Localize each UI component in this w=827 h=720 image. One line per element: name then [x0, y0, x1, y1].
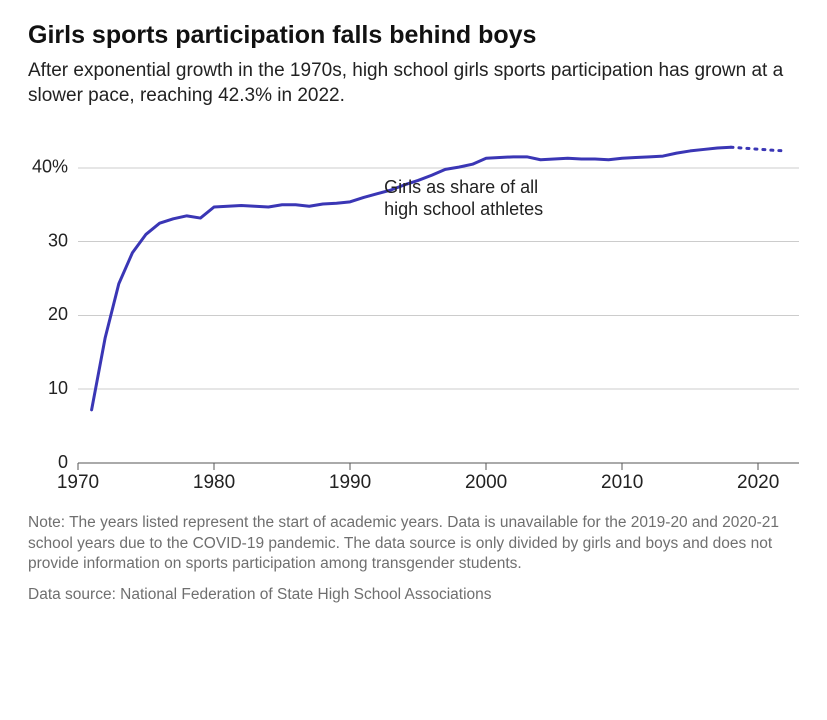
y-axis-label: 0 [58, 451, 68, 471]
chart-svg: 0 10 20 30 40% 1970 1980 1990 2000 2010 2020 Girls … [28, 123, 799, 503]
chart-note-text: Note: The years listed represent the sta… [28, 513, 799, 576]
y-axis-label: 40% [32, 156, 68, 176]
chart-source-text: Data source: National Federation of Stat… [28, 585, 799, 606]
y-axis-label: 10 [48, 378, 68, 398]
x-axis-label: 1980 [193, 471, 235, 492]
chart-subtitle: After exponential growth in the 1970s, h… [28, 59, 799, 108]
chart-title: Girls sports participation falls behind … [28, 20, 799, 51]
y-axis-label: 30 [48, 230, 68, 250]
chart-notes: Note: The years listed represent the sta… [28, 513, 799, 607]
chart-container: Girls sports participation falls behind … [0, 0, 827, 720]
x-axis-label: 1970 [57, 471, 99, 492]
x-axis-label: 1990 [329, 471, 371, 492]
chart-area: 0 10 20 30 40% 1970 1980 1990 2000 2010 2020 Girls … [28, 123, 799, 503]
x-axis-label: 2000 [465, 471, 507, 492]
x-axis-label: 2020 [737, 471, 779, 492]
y-axis-label: 20 [48, 304, 68, 324]
series-label-line2: high school athletes [384, 199, 543, 219]
series-label-line1: Girls as share of all [384, 177, 538, 197]
x-axis-label: 2010 [601, 471, 643, 492]
line-series-dotted [731, 147, 785, 151]
